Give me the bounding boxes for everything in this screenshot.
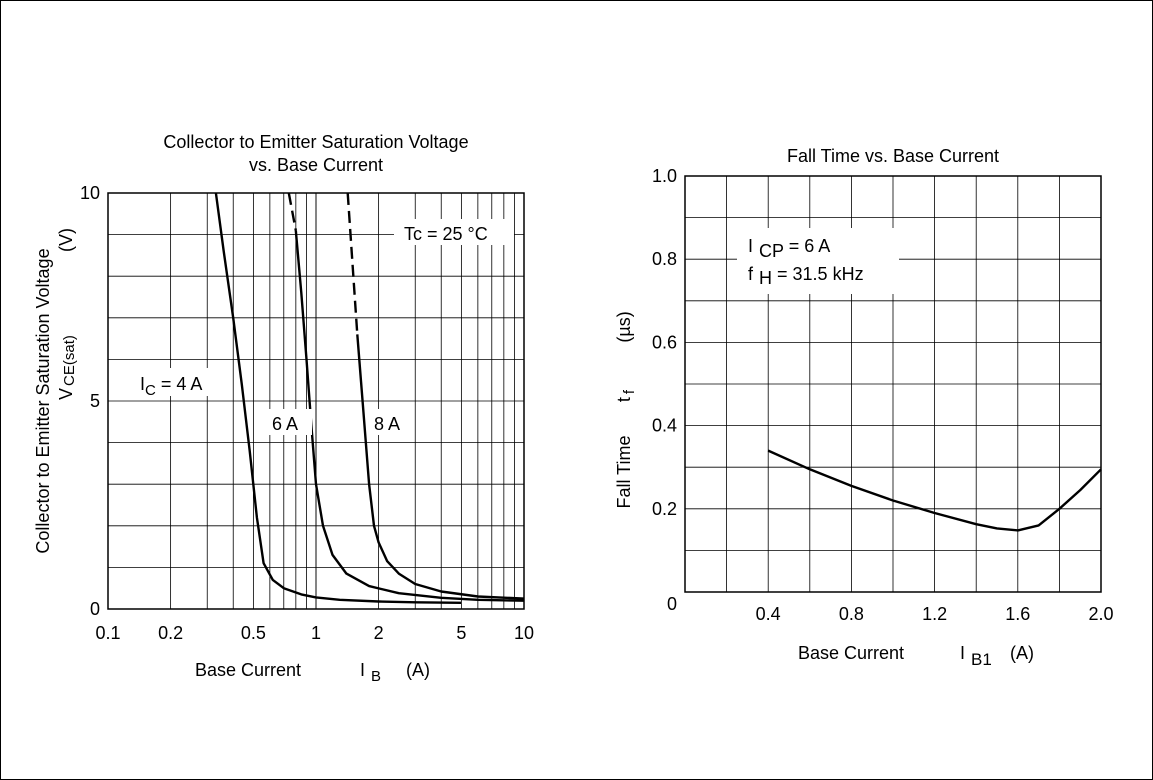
chart1-x-tick-label: 1 xyxy=(311,623,321,643)
chart1-plot-area xyxy=(107,192,525,610)
chart2-x-tick-label: 1.2 xyxy=(922,604,947,624)
chart1-xlabel: Base Current xyxy=(195,660,301,680)
chart1-x-tick-label: 0.2 xyxy=(158,623,183,643)
chart2-tick-labels: 0.4 0.8 1.2 1.6 2.0 0.2 0.4 0.6 0.8 1.0 0 xyxy=(652,166,1114,624)
chart2-x-tick-label: 2.0 xyxy=(1088,604,1113,624)
chart1-x-tick-label: 5 xyxy=(456,623,466,643)
chart2-conditions-bg xyxy=(737,228,899,294)
series-label-4a-bg xyxy=(132,368,232,396)
chart2-x-tick-label: 0.4 xyxy=(756,604,781,624)
chart2-ylabel-symbol: tf xyxy=(614,389,638,402)
chart1-ylabel-unit: (V) xyxy=(56,228,76,252)
chart1-ylabel-symbol: VCE(sat) xyxy=(56,335,78,400)
chart2-origin-label: 0 xyxy=(667,594,677,614)
chart2-ylabel-unit: (µs) xyxy=(614,311,634,342)
chart1-ylabel: Collector to Emitter Saturation Voltage xyxy=(33,248,53,553)
fall-time-chart: Fall Time vs. Base Current 0.4 0.8 1.2 1.6 2… xyxy=(614,146,1114,669)
chart2-xlabel-unit: (A) xyxy=(1010,643,1034,663)
chart1-x-tick-label: 2 xyxy=(374,623,384,643)
chart1-series xyxy=(214,192,525,604)
chart1-title-line1: Collector to Emitter Saturation Voltage xyxy=(163,132,468,152)
chart1-tick-labels: 0.1 0.2 0.5 1 2 5 10 0 5 10 xyxy=(80,183,534,643)
series-8a-curve-dashed xyxy=(346,192,359,335)
series-6a-curve-dashed xyxy=(287,192,297,231)
chart1-x-tick-label: 0.1 xyxy=(95,623,120,643)
vce-sat-chart: Collector to Emitter Saturation Voltage … xyxy=(33,132,534,685)
chart1-condition-bg xyxy=(394,219,514,245)
chart1-y-tick-label: 10 xyxy=(80,183,100,203)
chart1-grid xyxy=(108,193,524,609)
chart2-plot-area xyxy=(684,175,1102,593)
series-label-4a: IC = 4 A xyxy=(140,374,202,399)
chart1-x-tick-label: 10 xyxy=(514,623,534,643)
chart2-y-tick-label: 0.6 xyxy=(652,332,677,352)
chart1-x-tick-label: 0.5 xyxy=(241,623,266,643)
chart1-condition: Tc = 25 °C xyxy=(404,224,488,244)
chart1-title-line2: vs. Base Current xyxy=(249,155,383,175)
chart2-y-tick-label: 1.0 xyxy=(652,166,677,186)
chart1-y-tick-label: 0 xyxy=(90,599,100,619)
series-label-6a-bg xyxy=(266,409,312,435)
chart2-ylabel: Fall Time xyxy=(614,435,634,508)
chart2-xlabel-symbol: I B1 xyxy=(960,643,992,669)
chart2-xlabel: Base Current xyxy=(798,643,904,663)
chart2-condition-icp: I CP = 6 A xyxy=(748,236,830,261)
chart2-x-tick-label: 1.6 xyxy=(1005,604,1030,624)
series-4a-curve xyxy=(214,192,462,604)
fall-time-curve xyxy=(767,449,1102,532)
chart2-y-tick-label: 0.4 xyxy=(652,416,677,436)
chart1-y-tick-label: 5 xyxy=(90,391,100,411)
series-label-6a: 6 A xyxy=(272,414,298,434)
series-8a-curve xyxy=(356,334,525,600)
series-6a-curve xyxy=(294,230,525,602)
chart2-y-tick-label: 0.8 xyxy=(652,249,677,269)
chart2-y-tick-label: 0.2 xyxy=(652,499,677,519)
series-label-8a-bg xyxy=(368,409,414,435)
chart1-xlabel-unit: (A) xyxy=(406,660,430,680)
chart2-series xyxy=(767,449,1102,532)
chart2-x-tick-label: 0.8 xyxy=(839,604,864,624)
chart2-title: Fall Time vs. Base Current xyxy=(787,146,999,166)
series-label-8a: 8 A xyxy=(374,414,400,434)
